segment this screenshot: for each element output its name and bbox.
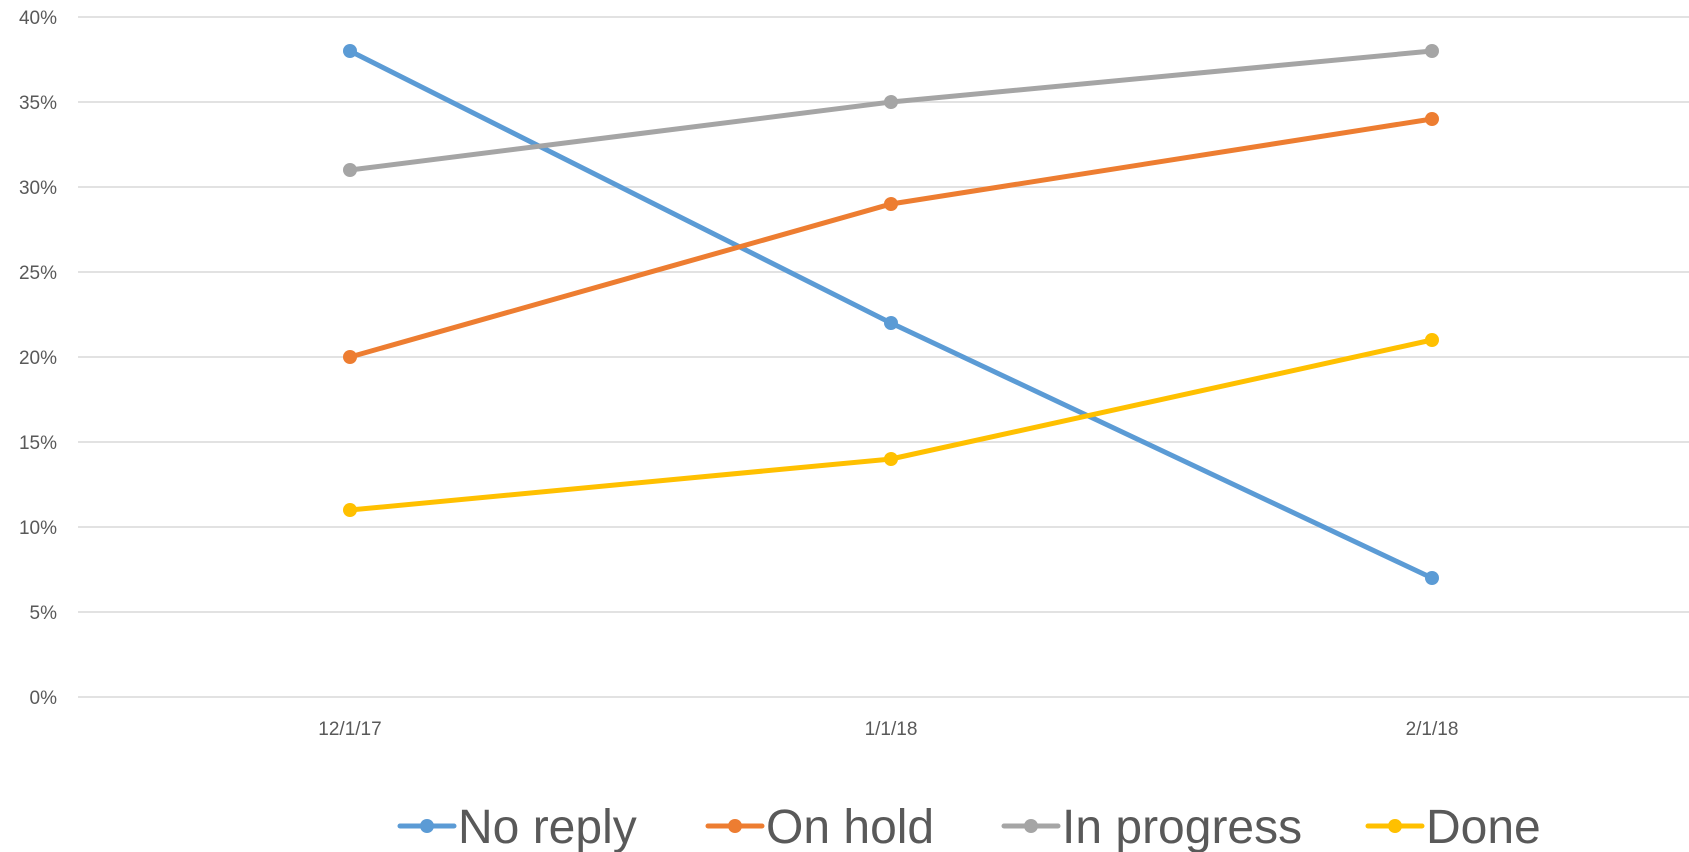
series-line <box>347 48 1435 173</box>
legend-entry: Done <box>1365 801 1541 852</box>
data-point <box>884 452 898 466</box>
data-point <box>884 95 898 109</box>
legend: No reply On hold In progress Done <box>397 801 1541 852</box>
data-point <box>1425 112 1439 126</box>
x-tick-label: 2/1/18 <box>1406 719 1459 740</box>
y-tick-label: 10% <box>19 518 57 539</box>
data-point <box>884 316 898 330</box>
legend-label: In progress <box>1062 801 1302 852</box>
y-tick-label: 25% <box>19 263 57 284</box>
y-tick-label: 0% <box>30 688 58 709</box>
series-no-reply <box>343 44 1439 585</box>
data-point <box>343 44 357 58</box>
x-tick-label: 1/1/18 <box>865 719 918 740</box>
y-tick-label: 20% <box>19 348 57 369</box>
series <box>343 44 1439 585</box>
legend-label: No reply <box>458 801 637 852</box>
data-point <box>343 163 357 177</box>
legend-marker-icon <box>1024 819 1038 833</box>
y-tick-label: 40% <box>19 8 57 29</box>
legend-marker-icon <box>1388 819 1402 833</box>
y-axis: 0% 5% 10% 15% 20% 25% 30% 35% 40% <box>19 8 57 709</box>
legend-marker-icon <box>420 819 434 833</box>
gridlines <box>78 16 1689 698</box>
y-tick-label: 5% <box>30 603 58 624</box>
y-tick-label: 15% <box>19 433 57 454</box>
legend-entry: In progress <box>1001 801 1302 852</box>
data-point <box>1425 333 1439 347</box>
legend-label: On hold <box>766 801 934 852</box>
series-on-hold <box>343 112 1439 364</box>
data-point <box>884 197 898 211</box>
data-point <box>1425 571 1439 585</box>
series-in-progress <box>343 44 1439 177</box>
legend-label: Done <box>1426 801 1541 852</box>
y-tick-label: 30% <box>19 178 57 199</box>
series-line <box>347 48 1435 581</box>
legend-marker-icon <box>728 819 742 833</box>
y-tick-label: 35% <box>19 93 57 114</box>
legend-entry: No reply <box>397 801 637 852</box>
series-line <box>347 337 1435 513</box>
series-done <box>343 333 1439 517</box>
data-point <box>343 350 357 364</box>
legend-entry: On hold <box>705 801 934 852</box>
x-tick-label: 12/1/17 <box>318 719 381 740</box>
data-point <box>1425 44 1439 58</box>
x-axis: 12/1/17 1/1/18 2/1/18 <box>318 719 1458 740</box>
data-point <box>343 503 357 517</box>
